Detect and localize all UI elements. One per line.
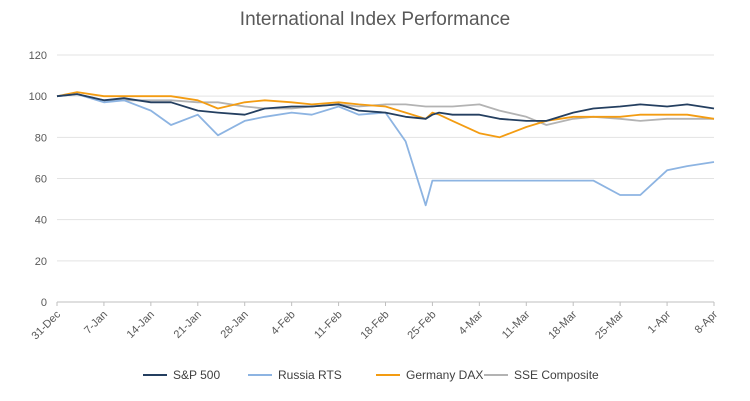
legend-item: Russia RTS [248, 368, 342, 382]
x-tick-label: 1-Apr [646, 308, 674, 336]
legend-item: S&P 500 [143, 368, 220, 382]
legend-swatch [143, 374, 167, 376]
x-tick-label: 7-Jan [82, 309, 110, 337]
x-tick-label: 31-Dec [30, 308, 64, 342]
legend-label: S&P 500 [173, 368, 221, 382]
chart-legend: S&P 500 Russia RTS Germany DAX SSE Composit… [0, 368, 750, 388]
y-tick-label: 120 [29, 50, 47, 62]
legend-label: SSE Composite [514, 368, 599, 382]
y-tick-label: 100 [29, 91, 47, 103]
x-tick-label: 28-Jan [219, 309, 251, 341]
legend-swatch [248, 374, 272, 376]
x-tick-label: 18-Feb [358, 309, 391, 342]
y-tick-label: 80 [35, 132, 47, 144]
legend-item: SSE Composite [484, 368, 599, 382]
x-tick-label: 8-Apr [693, 308, 721, 336]
legend-item: Germany DAX [376, 368, 483, 382]
legend-label: Russia RTS [278, 368, 342, 382]
x-tick-label: 4-Mar [457, 308, 486, 337]
x-tick-label: 25-Mar [593, 308, 626, 341]
y-tick-label: 40 [35, 215, 47, 227]
series-line-s-p-500 [56, 93, 715, 122]
y-tick-label: 60 [35, 174, 47, 186]
x-tick-label: 14-Jan [125, 309, 157, 341]
x-tick-label: 4-Feb [269, 309, 298, 338]
y-tick-label: 0 [41, 297, 47, 309]
legend-swatch [484, 374, 508, 376]
legend-swatch [376, 374, 400, 376]
series-line-sse-composite [56, 93, 714, 126]
y-tick-label: 20 [35, 256, 47, 268]
series-line-russia-rts [56, 93, 715, 207]
x-tick-label: 11-Mar [500, 308, 533, 341]
series-line-germany-dax [56, 91, 715, 139]
x-tick-label: 11-Feb [312, 309, 345, 342]
chart-title: International Index Performance [239, 9, 511, 30]
x-tick-label: 25-Feb [405, 309, 438, 342]
legend-label: Germany DAX [406, 368, 484, 382]
x-tick-label: 21-Jan [172, 309, 204, 341]
x-tick-label: 18-Mar [546, 308, 579, 341]
